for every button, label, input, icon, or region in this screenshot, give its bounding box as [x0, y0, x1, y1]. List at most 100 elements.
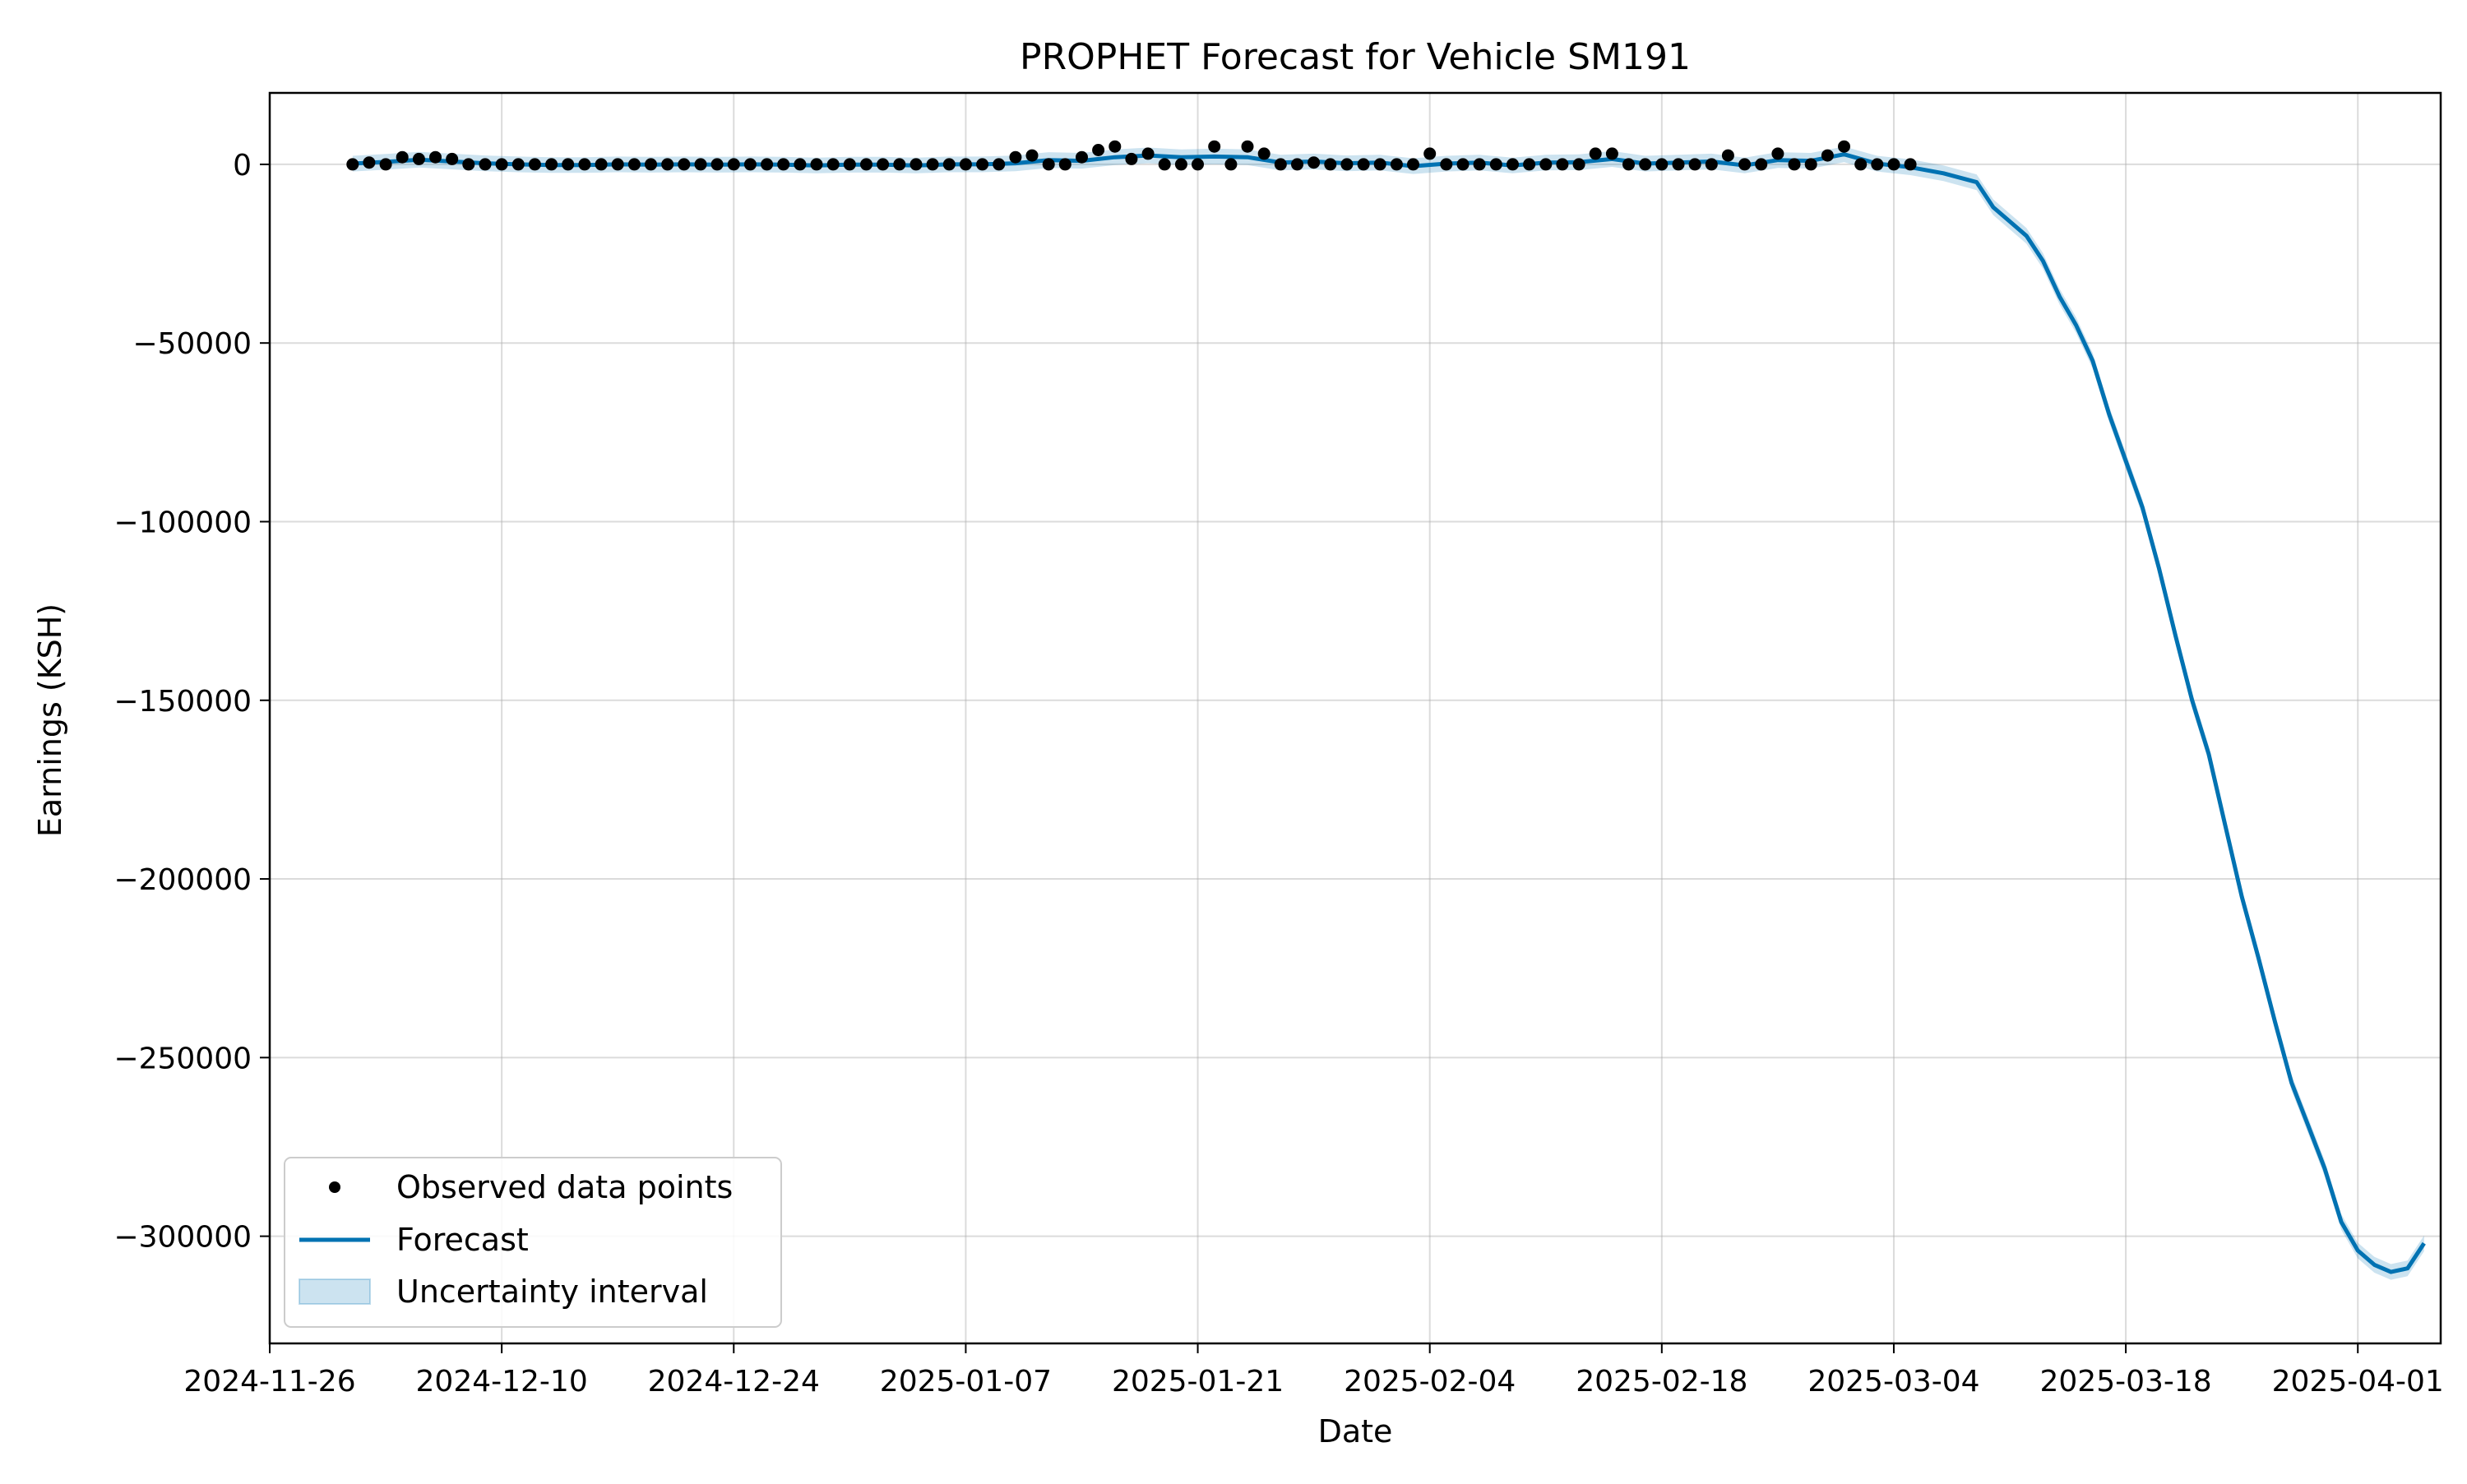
- observed-data-point: [1639, 158, 1652, 171]
- chart-title: PROPHET Forecast for Vehicle SM191: [1020, 36, 1691, 78]
- legend-uncertainty-swatch: [299, 1278, 371, 1305]
- observed-data-point: [1838, 140, 1850, 153]
- x-tick-label: 2025-03-18: [2039, 1365, 2211, 1398]
- observed-data-point: [562, 158, 575, 171]
- observed-data-point: [1076, 150, 1088, 164]
- y-axis-ticks: 0 −50000 −100000 −150000 −200000 −250000 −3000…: [113, 149, 270, 1255]
- observed-data-point: [462, 158, 475, 171]
- observed-data-point: [1390, 158, 1403, 171]
- observed-data-point: [495, 158, 508, 171]
- observed-data-point: [694, 158, 707, 171]
- observed-data-point: [959, 158, 972, 171]
- observed-data-point: [727, 158, 740, 171]
- observed-data-point: [1407, 158, 1419, 171]
- observed-data-point: [511, 158, 525, 171]
- observed-data-point: [1125, 152, 1138, 165]
- y-tick-label: −100000: [113, 506, 252, 539]
- observed-data-point: [843, 158, 856, 171]
- legend-label-observed: Observed data points: [396, 1169, 733, 1205]
- y-tick-label: −300000: [113, 1221, 252, 1255]
- observed-data-point: [1589, 147, 1602, 160]
- observed-data-point: [761, 158, 774, 171]
- observed-data-point: [893, 158, 906, 171]
- observed-data-point: [1887, 158, 1900, 171]
- x-tick-label: 2025-01-07: [880, 1365, 1052, 1398]
- observed-data-point: [1705, 158, 1718, 171]
- x-tick-label: 2025-03-04: [1807, 1365, 1979, 1398]
- observed-data-point: [1141, 147, 1155, 160]
- observed-data-point: [1523, 158, 1536, 171]
- observed-data-point: [1291, 158, 1303, 171]
- observed-data-point: [1821, 149, 1834, 162]
- observed-data-point: [1507, 158, 1519, 171]
- legend-label-uncertainty: Uncertainty interval: [396, 1274, 708, 1310]
- x-tick-label: 2024-12-10: [416, 1365, 588, 1398]
- observed-data-point: [1804, 158, 1817, 171]
- observed-data-point: [1489, 158, 1502, 171]
- observed-data-point: [1655, 158, 1669, 171]
- observed-data-point: [910, 158, 923, 171]
- observed-data-point: [1738, 158, 1752, 171]
- observed-data-point: [1058, 158, 1072, 171]
- observed-data-point: [942, 158, 956, 171]
- chart-legend: Observed data points Forecast Uncertaint…: [284, 1157, 782, 1328]
- observed-data-point: [1871, 158, 1884, 171]
- observed-data-point: [545, 158, 558, 171]
- x-tick-label: 2024-11-26: [183, 1365, 355, 1398]
- observed-data-point: [926, 158, 939, 171]
- observed-data-point: [1340, 158, 1354, 171]
- observed-data-point: [1755, 158, 1768, 171]
- observed-data-point: [1224, 158, 1238, 171]
- observed-data-point: [645, 158, 657, 171]
- observed-data-point: [363, 156, 376, 169]
- observed-data-point: [1373, 158, 1386, 171]
- observed-data-point: [661, 158, 674, 171]
- observed-data-point: [1308, 156, 1321, 169]
- observed-data-point: [1572, 158, 1585, 171]
- observed-data-point: [877, 158, 890, 171]
- observed-data-point: [1771, 147, 1784, 160]
- observed-data-point: [1092, 144, 1105, 156]
- observed-data-point: [379, 158, 392, 171]
- observed-data-point: [346, 158, 359, 171]
- observed-data-point: [1473, 158, 1486, 171]
- observed-data-point: [1257, 147, 1271, 160]
- observed-data-point: [1688, 158, 1701, 171]
- observed-data-point: [1274, 158, 1287, 171]
- observed-data-point: [743, 158, 757, 171]
- plot-frame: [268, 91, 2442, 1345]
- observed-data-point: [993, 158, 1006, 171]
- observed-data-point: [1440, 158, 1453, 171]
- observed-data-point: [794, 158, 807, 171]
- observed-data-point: [1622, 158, 1635, 171]
- observed-data-point: [578, 158, 591, 171]
- observed-data-point: [1456, 158, 1470, 171]
- observed-data-point: [429, 150, 442, 164]
- observed-data-point: [1854, 158, 1868, 171]
- observed-data-point: [627, 158, 641, 171]
- y-tick-label: −200000: [113, 863, 252, 897]
- observed-data-point: [1025, 149, 1039, 162]
- observed-data-point: [611, 158, 624, 171]
- y-tick-label: 0: [233, 149, 252, 183]
- observed-data-point: [1109, 140, 1122, 153]
- observed-data-point: [446, 152, 459, 165]
- observed-data-point: [1324, 158, 1337, 171]
- legend-box: [284, 1157, 782, 1328]
- x-tick-label: 2025-02-18: [1576, 1365, 1747, 1398]
- observed-data-point: [1605, 147, 1618, 160]
- legend-observed-marker: [329, 1181, 340, 1193]
- observed-data-point: [1539, 158, 1553, 171]
- observed-data-point: [1672, 158, 1685, 171]
- observed-data-point: [777, 158, 790, 171]
- observed-data-point: [826, 158, 840, 171]
- observed-data-point: [1904, 158, 1917, 171]
- y-tick-label: −150000: [113, 685, 252, 719]
- observed-data-point: [860, 158, 872, 171]
- observed-points-layer: [346, 140, 1917, 171]
- observed-data-point: [1192, 158, 1204, 171]
- x-tick-label: 2025-02-04: [1344, 1365, 1516, 1398]
- observed-data-point: [528, 158, 541, 171]
